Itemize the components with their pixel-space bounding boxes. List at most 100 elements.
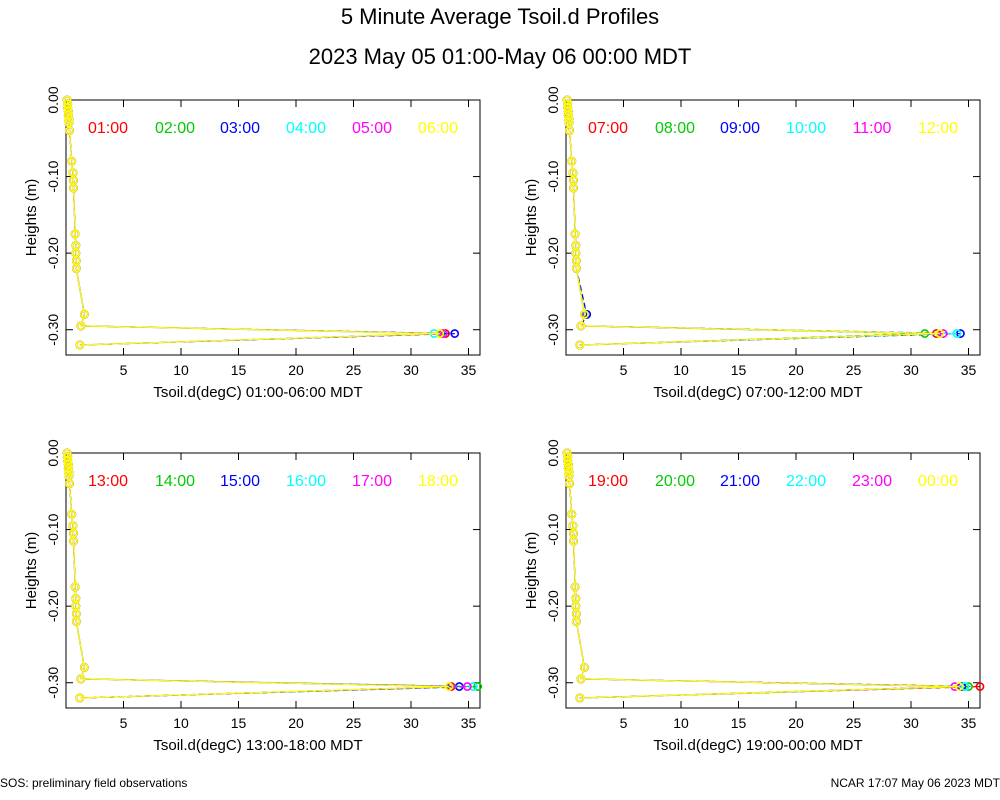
data-point xyxy=(935,329,945,338)
y-tick-label: -0.10 xyxy=(45,160,61,192)
x-tick-label: 20 xyxy=(288,715,304,731)
x-tick-label: 5 xyxy=(620,715,628,731)
y-tick-label: -0.10 xyxy=(545,513,561,545)
legend-label: 09:00 xyxy=(720,120,760,137)
legend-label: 21:00 xyxy=(720,473,760,490)
data-point xyxy=(67,156,77,166)
chart-panel-4: 5 10 15 20 25 30 35 0.00 -0.10 -0.20 -0.30 Tsoil.d(… xyxy=(523,439,985,754)
data-point xyxy=(567,156,577,166)
legend-label: 10:00 xyxy=(786,120,826,137)
x-tick-label: 5 xyxy=(120,715,128,731)
x-tick-label: 10 xyxy=(673,715,689,731)
data-point xyxy=(564,467,574,477)
data-point xyxy=(462,682,472,691)
plot-frame xyxy=(565,99,981,356)
y-tick-label: 0.00 xyxy=(545,439,561,466)
series-line xyxy=(66,452,474,699)
y-tick-label: -0.20 xyxy=(545,237,561,269)
x-tick-label: 30 xyxy=(903,715,919,731)
x-tick-label: 20 xyxy=(788,715,804,731)
data-point xyxy=(570,582,580,592)
x-tick-label: 15 xyxy=(731,362,747,378)
x-tick-label: 35 xyxy=(961,715,977,731)
chart-panel-1: 5 10 15 20 25 30 35 0.00 -0.10 -0.20 -0.30 Tsoil.d(… xyxy=(23,86,481,401)
y-tick-label: -0.30 xyxy=(545,314,561,346)
legend-label: 22:00 xyxy=(786,473,826,490)
legend-label: 05:00 xyxy=(352,120,392,137)
data-point xyxy=(80,310,89,319)
x-axis-label: Tsoil.d(degC) 19:00-00:00 MDT xyxy=(653,737,862,754)
x-tick-label: 10 xyxy=(673,362,689,378)
page-subtitle: 2023 May 05 01:00-May 06 00:00 MDT xyxy=(308,44,692,69)
data-point xyxy=(70,229,80,239)
legend-label: 17:00 xyxy=(352,473,392,490)
y-tick-label: -0.20 xyxy=(45,237,61,269)
legend-label: 06:00 xyxy=(418,120,458,137)
x-tick-label: 35 xyxy=(461,362,477,378)
y-tick-label: -0.10 xyxy=(545,160,561,192)
data-point xyxy=(64,467,74,477)
data-point xyxy=(67,509,77,519)
x-tick-label: 35 xyxy=(961,362,977,378)
data-point xyxy=(69,183,78,193)
y-tick-label: -0.30 xyxy=(45,314,61,346)
legend-label: 11:00 xyxy=(853,120,892,137)
chart-panel-2: 5 10 15 20 25 30 35 0.00 -0.10 -0.20 -0.30 Tsoil.d(… xyxy=(523,86,981,401)
x-tick-label: 5 xyxy=(620,362,628,378)
data-point xyxy=(565,479,574,489)
data-point xyxy=(576,321,586,331)
data-point xyxy=(65,479,74,489)
y-tick-label: -0.30 xyxy=(45,667,61,699)
data-point xyxy=(65,126,74,136)
x-tick-label: 20 xyxy=(288,362,304,378)
data-point xyxy=(569,536,578,546)
series-line xyxy=(66,99,440,346)
data-point xyxy=(576,674,586,684)
data-point xyxy=(444,682,454,691)
plot-frame xyxy=(565,452,981,709)
data-point xyxy=(75,693,85,703)
series-line xyxy=(566,99,940,346)
x-tick-label: 30 xyxy=(403,362,419,378)
x-tick-label: 15 xyxy=(731,715,747,731)
legend-label: 04:00 xyxy=(286,120,326,137)
legend-label: 07:00 xyxy=(588,120,628,137)
chart-panel-3: 5 10 15 20 25 30 35 0.00 -0.10 -0.20 -0.30 Tsoil.d(… xyxy=(23,439,483,754)
page-title: 5 Minute Average Tsoil.d Profiles xyxy=(340,4,660,29)
series-line xyxy=(66,452,478,699)
legend-label: 19:00 xyxy=(588,473,628,490)
legend-label: 02:00 xyxy=(155,120,195,137)
legend-label: 20:00 xyxy=(655,473,695,490)
data-point xyxy=(564,114,574,124)
plot-frame xyxy=(65,99,481,356)
x-tick-label: 25 xyxy=(346,362,362,378)
data-point xyxy=(70,582,80,592)
x-tick-label: 10 xyxy=(173,362,189,378)
x-tick-label: 10 xyxy=(173,715,189,731)
data-point xyxy=(473,682,483,691)
x-tick-label: 30 xyxy=(903,362,919,378)
x-tick-label: 30 xyxy=(403,715,419,731)
series-line xyxy=(566,452,960,699)
data-point xyxy=(468,682,478,691)
legend-label: 18:00 xyxy=(418,473,458,490)
x-axis-label: Tsoil.d(degC) 07:00-12:00 MDT xyxy=(653,384,862,401)
legend-label: 00:00 xyxy=(918,473,958,490)
data-point xyxy=(69,536,78,546)
legend-label: 03:00 xyxy=(220,120,260,137)
y-tick-label: -0.20 xyxy=(545,590,561,622)
x-tick-label: 15 xyxy=(231,715,247,731)
footer-source: SOS: preliminary field observations xyxy=(0,776,188,790)
data-point xyxy=(76,674,86,684)
data-point xyxy=(80,663,89,672)
x-tick-label: 25 xyxy=(346,715,362,731)
footer-timestamp: NCAR 17:07 May 06 2023 MDT xyxy=(830,776,1000,790)
data-point xyxy=(975,682,985,691)
data-point xyxy=(75,340,85,350)
data-point xyxy=(580,663,589,672)
data-point xyxy=(450,329,460,338)
legend-label: 01:00 xyxy=(88,120,128,137)
x-axis-label: Tsoil.d(degC) 01:00-06:00 MDT xyxy=(153,384,362,401)
data-point xyxy=(64,114,74,124)
